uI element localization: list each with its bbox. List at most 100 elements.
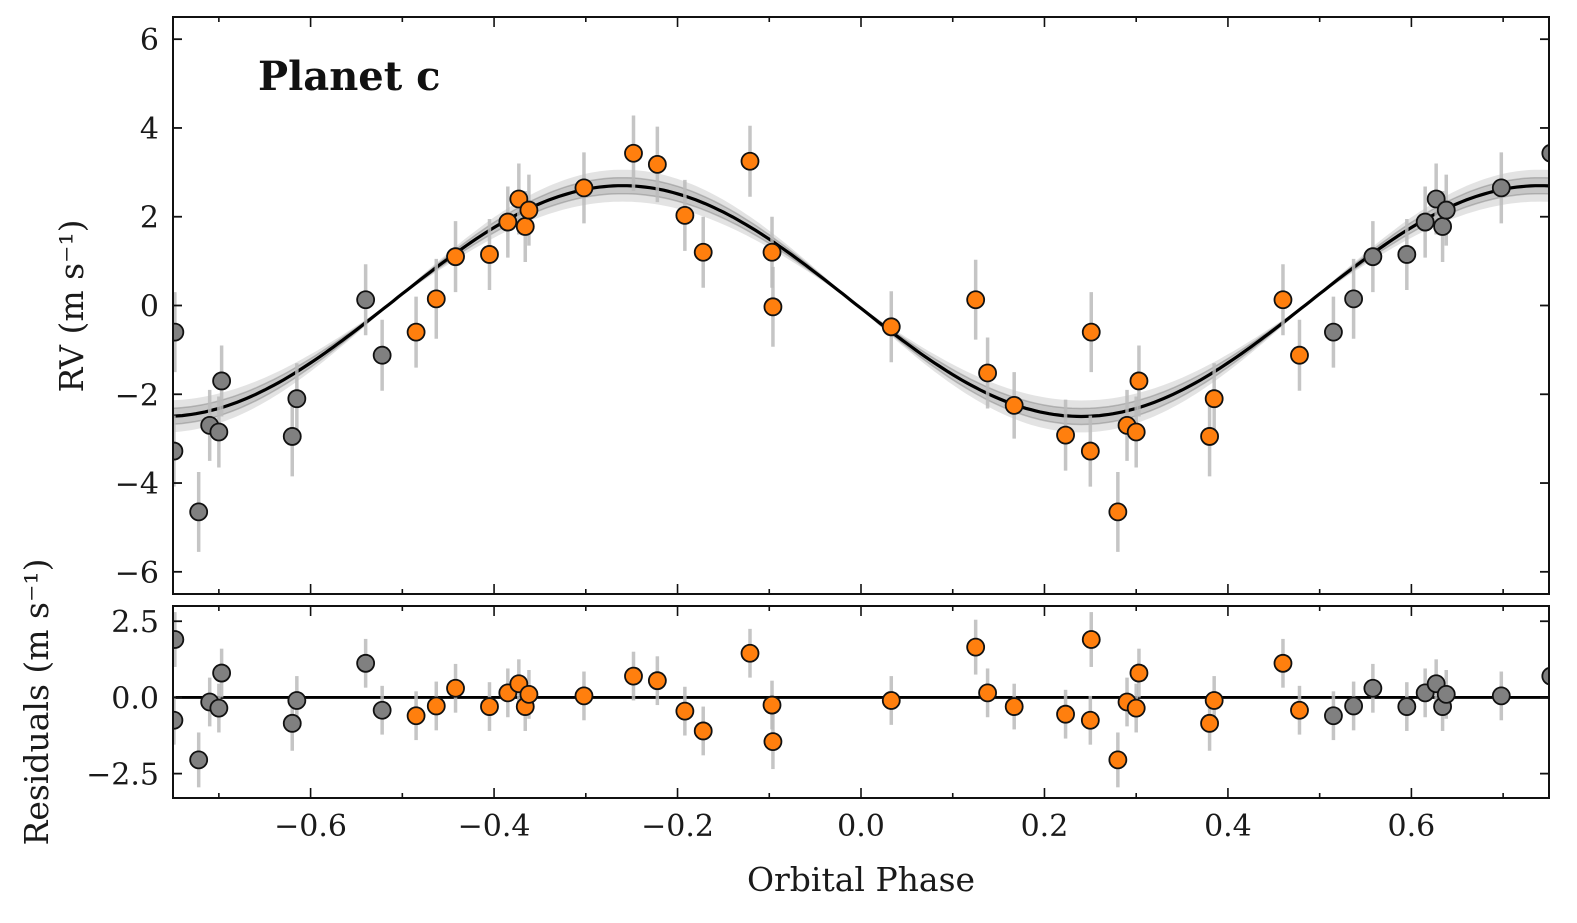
model-band-2sigma: [173, 169, 1549, 433]
data-point: [282, 427, 302, 446]
data-point: [406, 322, 426, 342]
model-band-1sigma: [173, 176, 1549, 426]
data-point: [282, 713, 302, 733]
data-point: [1004, 697, 1024, 716]
data-point: [209, 698, 229, 718]
data-point: [519, 200, 539, 220]
data-point: [189, 502, 209, 522]
data-point: [287, 691, 307, 710]
data-point: [1290, 700, 1309, 720]
rv-series-observations: [406, 115, 1309, 552]
data-point: [446, 678, 465, 698]
rv-series-phase-wrapped-copies: [173, 144, 1549, 552]
data-point: [426, 289, 446, 309]
y-tick-label: 4: [140, 112, 159, 147]
data-point: [762, 242, 782, 262]
data-point: [372, 345, 392, 365]
residuals-plot-area: [173, 612, 1549, 788]
data-point: [209, 422, 229, 442]
data-point: [1541, 666, 1549, 686]
data-point: [978, 683, 997, 703]
data-point: [624, 666, 643, 686]
data-point: [1081, 322, 1101, 342]
panel-title: Planet c: [258, 53, 440, 100]
y-tick-label: −2.5: [86, 758, 159, 793]
data-point: [1108, 502, 1128, 522]
x-tick-label: −0.4: [458, 809, 531, 844]
data-point: [1491, 686, 1511, 706]
rv-y-axis-label: RV (m s⁻¹): [52, 219, 91, 392]
data-point: [624, 143, 643, 163]
data-point: [881, 317, 901, 337]
x-tick-label: 0.6: [1388, 809, 1436, 844]
data-point: [1397, 245, 1417, 264]
data-point: [1200, 427, 1219, 446]
data-point: [1273, 290, 1293, 310]
data-point: [675, 701, 695, 721]
rv-plot-area: [173, 115, 1549, 552]
data-point: [966, 637, 986, 657]
data-point: [189, 750, 209, 770]
y-tick-label: 0.0: [111, 681, 159, 716]
data-point: [1491, 178, 1511, 198]
data-point: [212, 371, 232, 391]
data-point: [1363, 247, 1383, 267]
data-point: [1081, 630, 1101, 649]
y-tick-label: 0: [140, 290, 159, 325]
x-tick-label: 0.2: [1021, 809, 1069, 844]
data-point: [1324, 706, 1343, 726]
rv-panel: −6 −4 −2 0 2 4 6: [115, 16, 1550, 595]
data-point: [762, 695, 782, 715]
data-point: [1290, 345, 1309, 365]
data-point: [1436, 684, 1456, 704]
data-point: [693, 242, 713, 262]
data-point: [693, 721, 713, 741]
data-point: [978, 363, 997, 383]
data-point: [212, 663, 232, 683]
x-tick-label: −0.6: [274, 809, 347, 844]
data-point: [1436, 200, 1456, 220]
data-point: [1126, 422, 1146, 442]
data-point: [1344, 696, 1364, 716]
x-tick-label: −0.2: [641, 809, 714, 844]
data-point: [287, 389, 307, 409]
data-point: [356, 290, 376, 310]
y-tick-label: 6: [140, 23, 159, 58]
data-point: [1129, 371, 1149, 391]
data-point: [1397, 697, 1417, 716]
data-point: [515, 217, 535, 236]
data-point: [1129, 663, 1149, 683]
data-point: [1415, 212, 1435, 232]
y-tick-label: −6: [115, 556, 159, 591]
data-point: [173, 322, 185, 342]
data-point: [1324, 322, 1343, 342]
data-point: [356, 653, 376, 673]
residuals-series-phase-wrapped-copies: [173, 612, 1549, 788]
data-point: [426, 696, 446, 716]
data-point: [446, 247, 465, 267]
data-point: [675, 205, 695, 225]
model-curve: [173, 184, 1549, 419]
residuals-series-observations: [406, 612, 1309, 788]
data-point: [1273, 653, 1293, 673]
rv-frame: [172, 16, 1550, 595]
data-point: [1344, 289, 1364, 309]
residuals-panel: −2.5 0.0 2.5 −0.6 −0.4 −0.2 0.0 0.2 0.4 0.6: [86, 605, 1550, 844]
data-point: [1080, 710, 1100, 730]
data-point: [763, 732, 783, 752]
data-point: [647, 154, 667, 174]
data-point: [498, 212, 518, 232]
y-tick-label: 2: [140, 201, 159, 236]
data-point: [480, 697, 499, 716]
data-point: [173, 630, 185, 649]
y-tick-label: −2: [115, 378, 159, 413]
data-point: [1433, 217, 1452, 236]
data-point: [372, 700, 392, 720]
data-point: [406, 706, 426, 726]
data-point: [1108, 750, 1128, 770]
y-tick-label: −4: [115, 467, 159, 502]
data-point: [574, 686, 594, 706]
data-point: [1080, 441, 1100, 461]
data-point: [740, 151, 760, 171]
data-point: [966, 290, 986, 310]
